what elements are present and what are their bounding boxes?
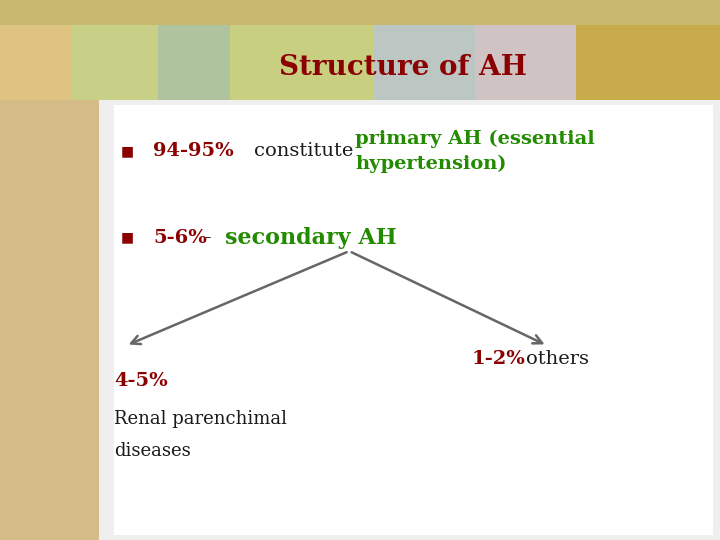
Text: 94-95%: 94-95% xyxy=(153,142,234,160)
FancyBboxPatch shape xyxy=(230,25,374,100)
Text: -: - xyxy=(204,228,210,247)
Text: 5-6%: 5-6% xyxy=(153,228,207,247)
FancyBboxPatch shape xyxy=(0,100,99,540)
FancyBboxPatch shape xyxy=(114,105,713,535)
FancyBboxPatch shape xyxy=(99,100,720,540)
Text: diseases: diseases xyxy=(114,442,191,460)
Text: ■: ■ xyxy=(121,144,134,158)
FancyBboxPatch shape xyxy=(0,25,72,100)
FancyBboxPatch shape xyxy=(475,25,576,100)
Text: secondary AH: secondary AH xyxy=(225,227,397,248)
Text: Renal parenchimal: Renal parenchimal xyxy=(114,409,287,428)
Text: others: others xyxy=(526,350,589,368)
Text: primary AH (essential
hypertension): primary AH (essential hypertension) xyxy=(355,130,595,173)
FancyBboxPatch shape xyxy=(576,25,720,100)
FancyBboxPatch shape xyxy=(72,25,158,100)
Text: constitute: constitute xyxy=(254,142,354,160)
Text: ■: ■ xyxy=(121,231,134,245)
FancyBboxPatch shape xyxy=(374,25,475,100)
Text: 4-5%: 4-5% xyxy=(114,372,168,390)
FancyBboxPatch shape xyxy=(158,25,230,100)
Text: 1-2%: 1-2% xyxy=(472,350,526,368)
FancyBboxPatch shape xyxy=(0,0,720,100)
Text: Structure of AH: Structure of AH xyxy=(279,54,527,81)
